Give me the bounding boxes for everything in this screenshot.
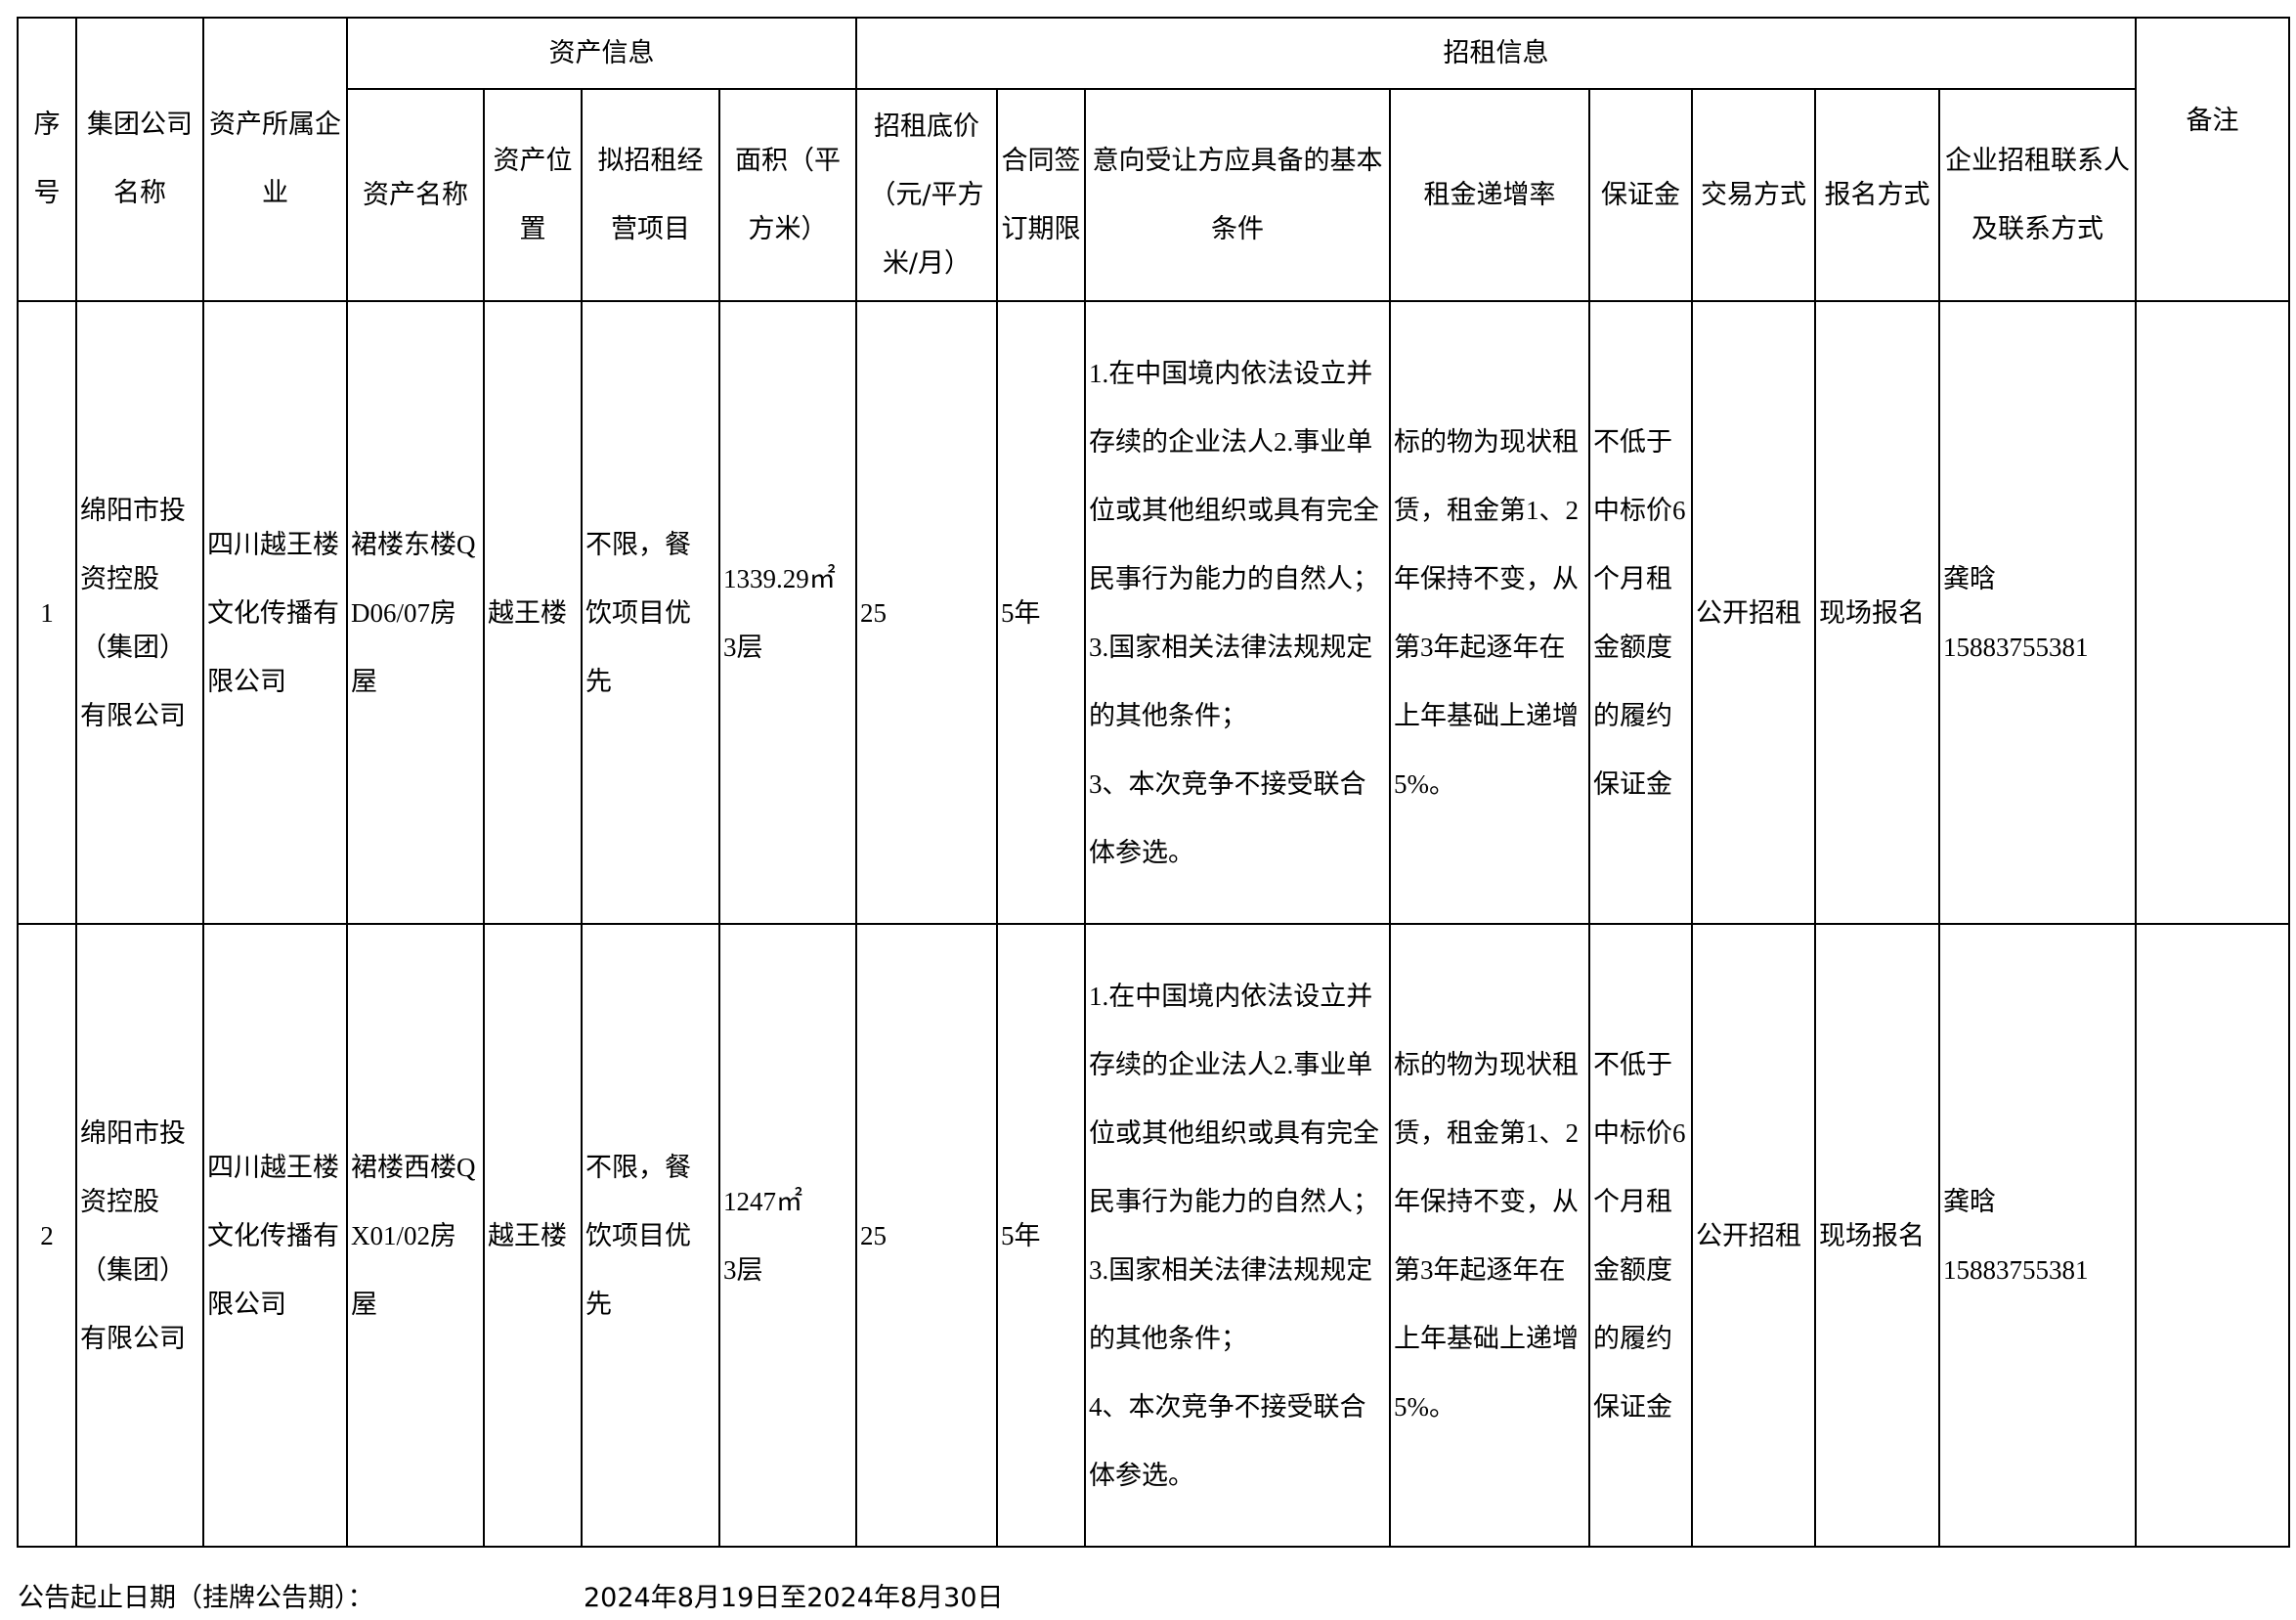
condition-item: 1.在中国境内依法设立并存续的企业法人2.事业单位或其他组织或具有完全民事行为能… [1089, 981, 1379, 1216]
floor-value: 3层 [723, 632, 763, 662]
cell-trade-method: 公开招租 [1691, 923, 1816, 1548]
notice-period-value: 2024年8月19日至2024年8月30日 [584, 1583, 1004, 1613]
header-increase-rate: 租金递增率 [1389, 88, 1590, 302]
cell-asset-name: 裙楼西楼QX01/02房屋 [346, 923, 485, 1548]
condition-item: 3.国家相关法律法规规定的其他条件； [1089, 632, 1373, 730]
cell-remarks [2135, 300, 2290, 925]
cell-business: 不限，餐饮项目优先 [581, 923, 720, 1548]
contact-phone: 15883755381 [1943, 1254, 2089, 1285]
cell-business: 不限，餐饮项目优先 [581, 300, 720, 925]
cell-group-company: 绵阳市投资控股（集团）有限公司 [75, 923, 204, 1548]
header-signup-method: 报名方式 [1814, 88, 1940, 302]
cell-conditions: 1.在中国境内依法设立并存续的企业法人2.事业单位或其他组织或具有完全民事行为能… [1084, 923, 1391, 1548]
header-rental-info: 招租信息 [855, 17, 2137, 90]
cell-asset-name: 裙楼东楼QD06/07房屋 [346, 300, 485, 925]
contact-phone: 15883755381 [1943, 632, 2089, 662]
header-deposit: 保证金 [1588, 88, 1693, 302]
header-contact: 企业招租联系人及联系方式 [1938, 88, 2137, 302]
cell-signup-method: 现场报名 [1814, 923, 1940, 1548]
header-asset-location: 资产位置 [483, 88, 583, 302]
cell-term: 5年 [996, 923, 1086, 1548]
cell-contact: 龚晗 15883755381 [1938, 300, 2137, 925]
cell-asset-location: 越王楼 [483, 300, 583, 925]
cell-increase-rate: 标的物为现状租赁，租金第1、2年保持不变，从第3年起逐年在上年基础上递增5%。 [1389, 300, 1590, 925]
floor-value: 3层 [723, 1254, 763, 1285]
cell-seq: 1 [17, 300, 77, 925]
cell-group-company: 绵阳市投资控股（集团）有限公司 [75, 300, 204, 925]
condition-item: 1.在中国境内依法设立并存续的企业法人2.事业单位或其他组织或具有完全民事行为能… [1089, 358, 1379, 593]
rental-notice-table: 序号 集团公司名称 资产所属企业 资产信息 招租信息 备注 资产名称 资产位置 … [17, 17, 2290, 1548]
header-remarks: 备注 [2135, 17, 2290, 302]
cell-area: 1247㎡ 3层 [718, 923, 857, 1548]
cell-contact: 龚晗 15883755381 [1938, 923, 2137, 1548]
header-group-company: 集团公司名称 [75, 17, 204, 302]
cell-asset-location: 越王楼 [483, 923, 583, 1548]
header-row-groups: 序号 集团公司名称 资产所属企业 资产信息 招租信息 备注 [17, 17, 2290, 302]
cell-base-price: 25 [855, 923, 998, 1548]
header-row-columns: 资产名称 资产位置 拟招租经营项目 面积（平方米） 招租底价（元/平方米/月） … [18, 88, 2289, 302]
header-asset-name: 资产名称 [346, 88, 485, 302]
header-business: 拟招租经营项目 [581, 88, 720, 302]
cell-deposit: 不低于中标价6个月租金额度的履约保证金 [1588, 923, 1693, 1548]
cell-signup-method: 现场报名 [1814, 300, 1940, 925]
header-asset-info: 资产信息 [346, 17, 857, 90]
cell-seq: 2 [17, 923, 77, 1548]
contact-name: 龚晗 [1943, 563, 1996, 593]
cell-asset-owner: 四川越王楼文化传播有限公司 [202, 923, 348, 1548]
condition-item: 3、本次竞争不接受联合体参选。 [1089, 768, 1366, 867]
header-term: 合同签订期限 [996, 88, 1086, 302]
cell-term: 5年 [996, 300, 1086, 925]
cell-base-price: 25 [855, 300, 998, 925]
cell-deposit: 不低于中标价6个月租金额度的履约保证金 [1588, 300, 1693, 925]
cell-increase-rate: 标的物为现状租赁，租金第1、2年保持不变，从第3年起逐年在上年基础上递增5%。 [1389, 923, 1590, 1548]
table-row: 1 绵阳市投资控股（集团）有限公司 四川越王楼文化传播有限公司 裙楼东楼QD06… [17, 300, 2290, 925]
condition-item: 3.国家相关法律法规规定的其他条件； [1089, 1254, 1373, 1353]
cell-area: 1339.29㎡ 3层 [718, 300, 857, 925]
header-conditions: 意向受让方应具备的基本条件 [1084, 88, 1391, 302]
header-seq: 序号 [17, 17, 77, 302]
condition-item: 4、本次竞争不接受联合体参选。 [1089, 1391, 1366, 1490]
cell-asset-owner: 四川越王楼文化传播有限公司 [202, 300, 348, 925]
notice-period-label: 公告起止日期（挂牌公告期）： [18, 1583, 374, 1613]
area-value: 1339.29㎡ [723, 563, 836, 593]
header-asset-owner: 资产所属企业 [202, 17, 348, 302]
header-base-price: 招租底价（元/平方米/月） [855, 88, 998, 302]
cell-conditions: 1.在中国境内依法设立并存续的企业法人2.事业单位或其他组织或具有完全民事行为能… [1084, 300, 1391, 925]
cell-remarks [2135, 923, 2290, 1548]
contact-name: 龚晗 [1943, 1186, 1996, 1216]
header-trade-method: 交易方式 [1691, 88, 1816, 302]
header-area: 面积（平方米） [718, 88, 857, 302]
table-row: 2 绵阳市投资控股（集团）有限公司 四川越王楼文化传播有限公司 裙楼西楼QX01… [17, 923, 2290, 1548]
area-value: 1247㎡ [723, 1186, 802, 1216]
cell-trade-method: 公开招租 [1691, 300, 1816, 925]
